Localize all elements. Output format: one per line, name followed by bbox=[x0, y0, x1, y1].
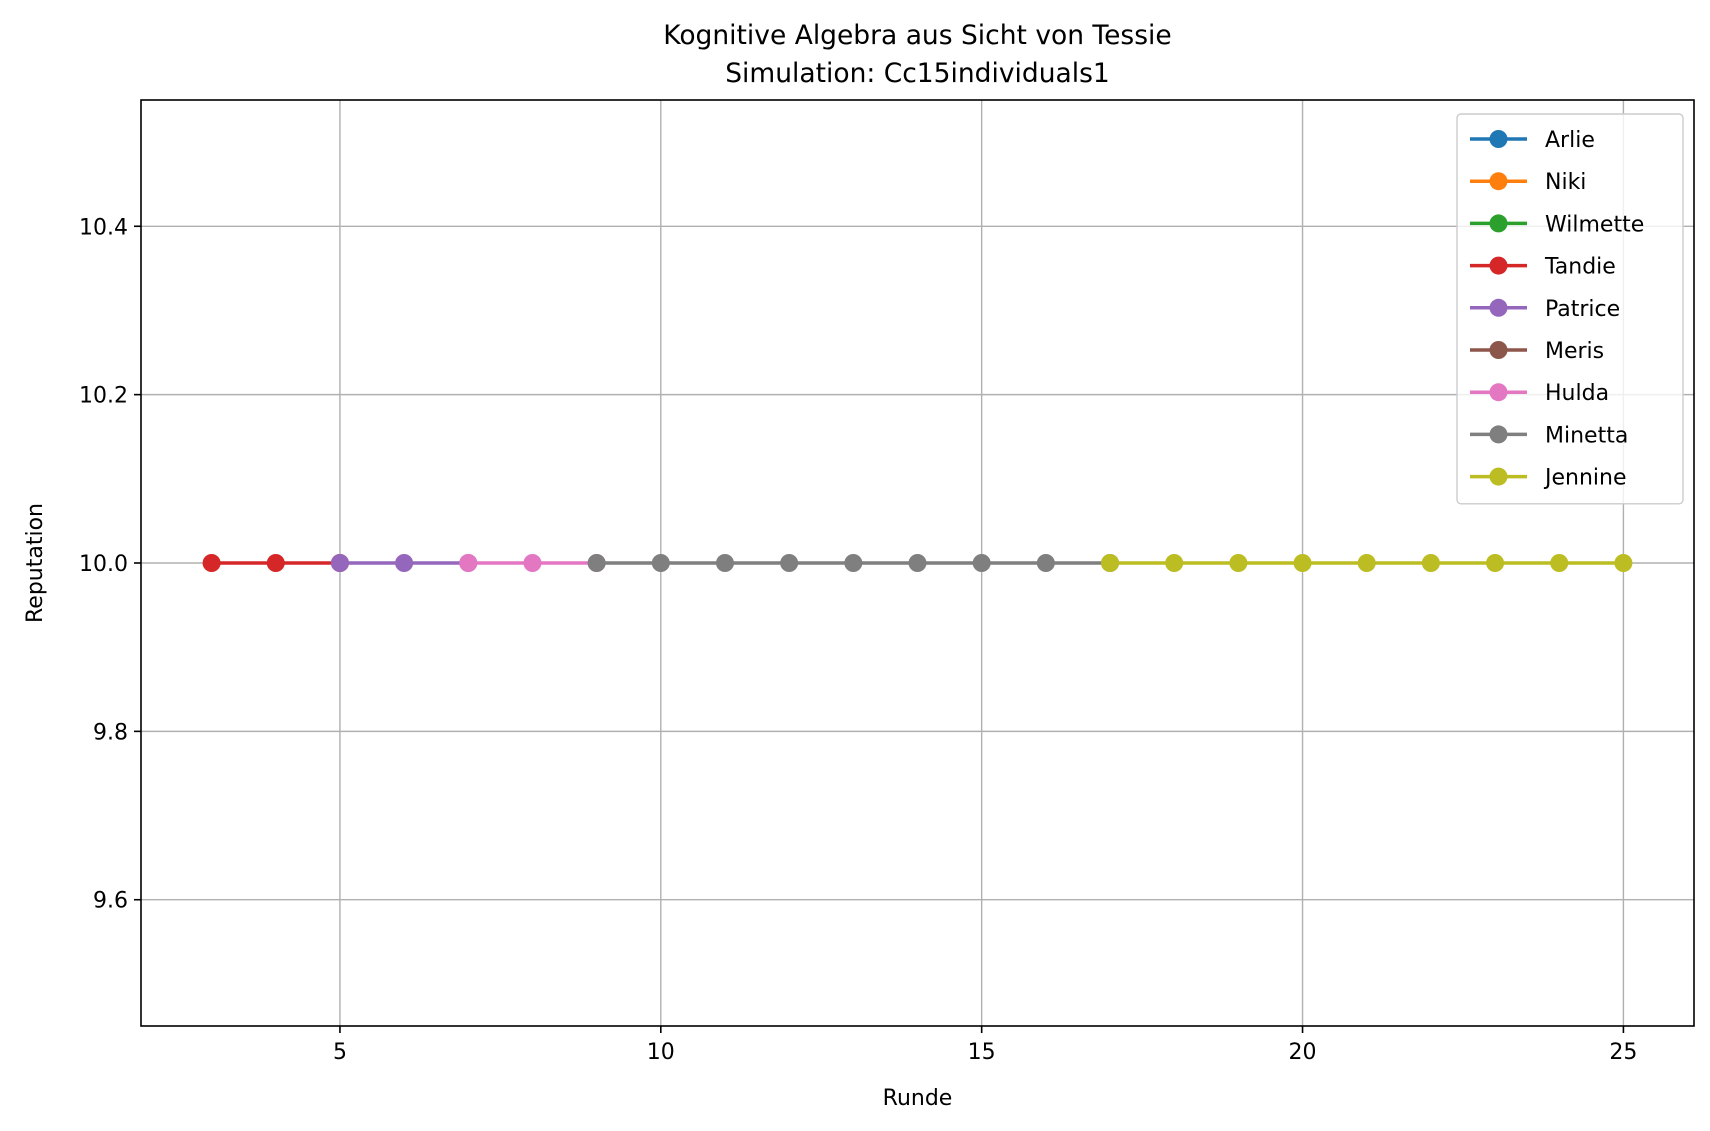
legend-box bbox=[1456, 113, 1684, 505]
legend-marker bbox=[1489, 467, 1508, 486]
legend-label: Minetta bbox=[1545, 423, 1628, 448]
legend-label: Hulda bbox=[1545, 381, 1609, 406]
y-tick-label: 10.0 bbox=[79, 552, 128, 577]
data-point-minetta bbox=[780, 554, 799, 572]
x-tick-label: 5 bbox=[333, 1040, 347, 1065]
series-layer bbox=[202, 554, 1633, 572]
data-point-jennine bbox=[1229, 554, 1248, 572]
series-jennine bbox=[1101, 554, 1633, 572]
legend-marker bbox=[1489, 130, 1508, 148]
legend-marker bbox=[1489, 256, 1508, 275]
x-tick-label: 10 bbox=[647, 1040, 675, 1065]
legend-marker bbox=[1489, 425, 1508, 444]
legend-label: Patrice bbox=[1545, 297, 1620, 322]
data-point-jennine bbox=[1165, 554, 1184, 572]
legend-item-minetta: Minetta bbox=[1470, 423, 1628, 448]
data-point-jennine bbox=[1357, 554, 1376, 572]
legend-marker bbox=[1489, 298, 1508, 317]
data-point-jennine bbox=[1486, 554, 1505, 572]
y-tick-label: 10.4 bbox=[79, 215, 128, 240]
legend-marker bbox=[1489, 341, 1508, 359]
data-point-jennine bbox=[1550, 554, 1569, 572]
data-point-minetta bbox=[844, 554, 863, 572]
legend-label: Tandie bbox=[1544, 255, 1616, 280]
data-point-hulda bbox=[523, 554, 542, 572]
y-tick-label: 9.8 bbox=[93, 720, 128, 745]
x-tick-label: 20 bbox=[1289, 1040, 1317, 1065]
x-tick-label: 15 bbox=[968, 1040, 996, 1065]
legend-item-arlie: Arlie bbox=[1470, 128, 1595, 153]
legend-marker bbox=[1489, 214, 1508, 233]
data-point-minetta bbox=[651, 554, 670, 572]
series-minetta bbox=[587, 554, 1120, 572]
chart-title: Kognitive Algebra aus Sicht von Tessie bbox=[663, 20, 1171, 51]
legend-label: Wilmette bbox=[1545, 212, 1644, 237]
legend-item-niki: Niki bbox=[1470, 170, 1586, 195]
legend-item-patrice: Patrice bbox=[1470, 297, 1620, 322]
data-point-minetta bbox=[972, 554, 991, 572]
legend-label: Niki bbox=[1545, 170, 1586, 195]
data-point-jennine bbox=[1293, 554, 1312, 572]
data-point-patrice bbox=[330, 554, 349, 572]
legend-item-hulda: Hulda bbox=[1470, 381, 1609, 406]
data-point-hulda bbox=[459, 554, 478, 572]
y-tick-label: 9.6 bbox=[93, 889, 128, 914]
legend: Arlie Niki Wilmette Tandie Patrice Meris Hulda… bbox=[1456, 113, 1684, 505]
data-point-minetta bbox=[908, 554, 927, 572]
data-point-minetta bbox=[715, 554, 734, 572]
data-point-minetta bbox=[1036, 554, 1055, 572]
legend-item-meris: Meris bbox=[1470, 339, 1604, 364]
series-tandie bbox=[202, 554, 349, 572]
axis-ticks: 5 10 15 20 25 9.6 9.8 10.0 10.2 10.4 bbox=[79, 215, 1637, 1065]
legend-item-jennine: Jennine bbox=[1470, 466, 1627, 491]
data-point-jennine bbox=[1101, 554, 1120, 572]
x-tick-label: 25 bbox=[1609, 1040, 1637, 1065]
data-point-jennine bbox=[1614, 554, 1633, 572]
x-axis-label: Runde bbox=[883, 1086, 953, 1111]
data-point-jennine bbox=[1421, 554, 1440, 572]
data-point-patrice bbox=[395, 554, 414, 572]
legend-marker bbox=[1489, 172, 1508, 191]
data-point-tandie bbox=[202, 554, 221, 572]
y-tick-label: 10.2 bbox=[79, 384, 128, 409]
legend-item-tandie: Tandie bbox=[1470, 255, 1616, 280]
y-axis-label: Reputation bbox=[23, 503, 48, 623]
legend-label: Arlie bbox=[1545, 128, 1595, 153]
legend-label: Jennine bbox=[1543, 466, 1627, 491]
series-patrice bbox=[330, 554, 478, 572]
legend-label: Meris bbox=[1545, 339, 1604, 364]
chart-subtitle: Simulation: Cc15individuals1 bbox=[725, 58, 1110, 89]
data-point-minetta bbox=[587, 554, 606, 572]
legend-item-wilmette: Wilmette bbox=[1470, 212, 1644, 237]
series-hulda bbox=[459, 554, 606, 572]
legend-marker bbox=[1489, 383, 1508, 402]
data-point-tandie bbox=[266, 554, 285, 572]
